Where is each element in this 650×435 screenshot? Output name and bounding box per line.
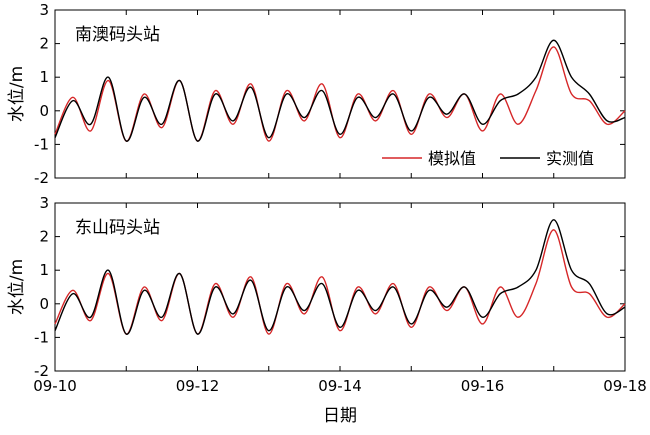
x-tick-label: 09-14 <box>318 377 362 395</box>
x-tick-label: 09-12 <box>176 377 220 395</box>
y-tick-label: -1 <box>34 328 49 346</box>
y-tick-label: 3 <box>39 1 49 19</box>
y-ticks: -2 -1 0 1 2 3 <box>34 1 625 187</box>
y-tick-label: 2 <box>39 228 49 246</box>
x-tick-label: 09-18 <box>603 377 647 395</box>
series-line-observed <box>54 219 626 335</box>
x-ticks: 09-10 09-12 09-14 09-16 09-18 <box>33 203 647 395</box>
series-group <box>54 219 626 335</box>
y-axis-title: 水位/m <box>7 259 27 315</box>
y-tick-label: 2 <box>39 35 49 53</box>
panel-dongshan: 东山码头站 水位/m -2 -1 0 1 2 3 09-10 09-12 09-14 09-16… <box>7 194 647 426</box>
panel-nanao: 南澳码头站 水位/m -2 -1 0 1 2 3 模拟值 实测值 <box>7 1 626 187</box>
station-title: 东山码头站 <box>75 218 160 238</box>
series-group <box>54 39 626 142</box>
y-tick-label: -2 <box>34 362 49 380</box>
y-tick-label: 1 <box>39 261 49 279</box>
x-axis-title: 日期 <box>323 406 357 426</box>
y-axis-title: 水位/m <box>7 66 27 122</box>
legend-label-observed: 实测值 <box>546 149 594 168</box>
y-tick-label: 3 <box>39 194 49 212</box>
x-tick-label: 09-10 <box>33 377 77 395</box>
y-tick-label: -1 <box>34 135 49 153</box>
series-line-observed <box>54 39 626 142</box>
station-title: 南澳码头站 <box>75 25 160 45</box>
series-line-simulated <box>54 229 626 335</box>
y-tick-label: -2 <box>34 169 49 187</box>
y-ticks: -2 -1 0 1 2 3 <box>34 194 625 380</box>
y-tick-label: 1 <box>39 68 49 86</box>
series-line-simulated <box>54 46 626 142</box>
legend-label-simulated: 模拟值 <box>428 149 476 168</box>
x-tick-label: 09-16 <box>461 377 505 395</box>
legend: 模拟值 实测值 <box>382 149 594 168</box>
x-ticks <box>54 10 626 178</box>
y-tick-label: 0 <box>39 102 49 120</box>
y-tick-label: 0 <box>39 295 49 313</box>
